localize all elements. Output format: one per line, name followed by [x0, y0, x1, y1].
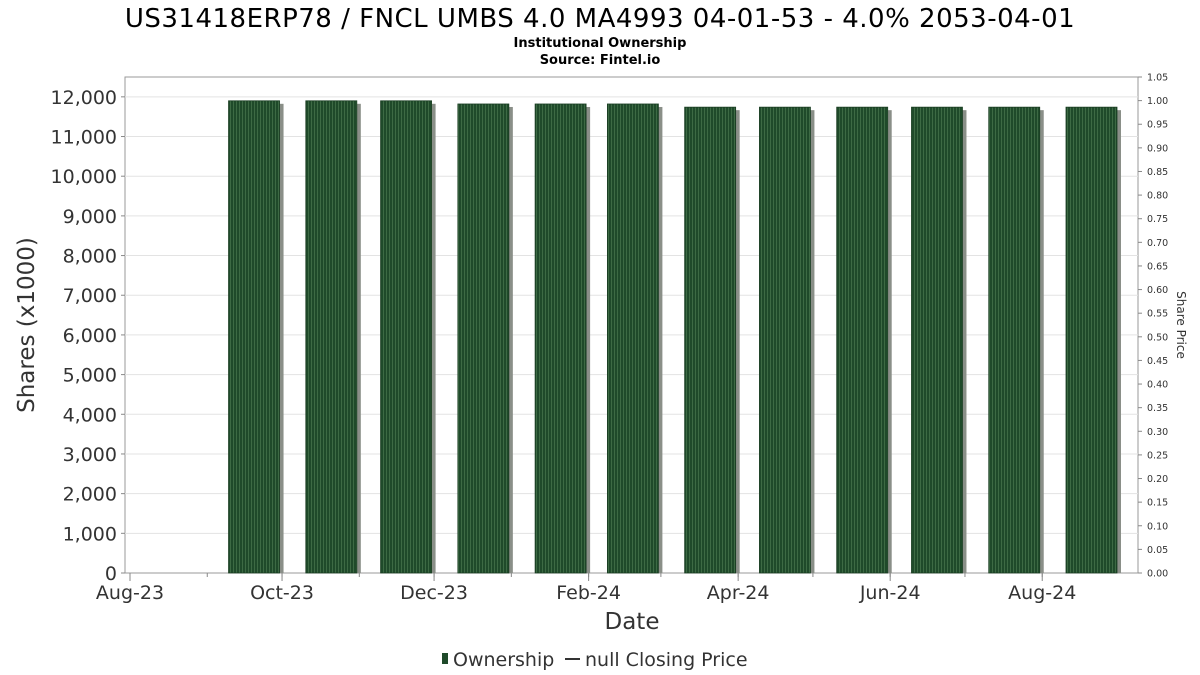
ownership-bar — [606, 103, 659, 574]
ownership-bar — [228, 100, 280, 574]
x-tick-label: Aug-23 — [96, 582, 164, 604]
ownership-bar — [457, 103, 510, 574]
y-tick-label: 7,000 — [63, 285, 117, 307]
y-axis-title: Shares (x1000) — [14, 237, 40, 413]
y2-tick-label: 0.40 — [1147, 380, 1168, 391]
legend-price-label: null Closing Price — [585, 649, 748, 671]
y-tick-label: 5,000 — [63, 365, 117, 387]
y2-axis-ticks: 0.00 0.05 0.10 0.15 0.20 0.25 0.30 0.35 0.40 0.45… — [1138, 73, 1168, 580]
x-tick-label: Oct-23 — [250, 582, 314, 604]
y2-tick-label: 0.00 — [1147, 569, 1168, 580]
ownership-bar — [534, 103, 587, 574]
ownership-bar — [911, 106, 963, 574]
y2-tick-label: 0.95 — [1147, 120, 1168, 131]
x-tick-label: Feb-24 — [556, 582, 621, 604]
y2-tick-label: 1.00 — [1147, 96, 1168, 107]
y2-tick-label: 0.10 — [1147, 521, 1168, 532]
legend-bar-swatch — [442, 653, 448, 664]
y2-tick-label: 0.60 — [1147, 285, 1168, 296]
ownership-bar — [759, 106, 811, 574]
y2-tick-label: 0.25 — [1147, 450, 1168, 461]
y2-tick-label: 0.05 — [1147, 545, 1168, 556]
y-tick-label: 9,000 — [63, 206, 117, 228]
y2-tick-label: 0.75 — [1147, 214, 1168, 225]
y2-tick-label: 0.50 — [1147, 332, 1168, 343]
chart-subtitle-source: Source: Fintel.io — [540, 53, 661, 68]
y2-tick-label: 0.15 — [1147, 498, 1168, 509]
legend: Ownership null Closing Price — [442, 649, 748, 671]
x-tick-label: Apr-24 — [707, 582, 770, 604]
y-tick-label: 12,000 — [51, 87, 117, 109]
ownership-bar — [305, 100, 358, 574]
y2-tick-label: 0.65 — [1147, 261, 1168, 272]
x-tick-label: Jun-24 — [859, 582, 921, 604]
ownership-bars — [228, 100, 1121, 574]
y-tick-label: 0 — [105, 563, 117, 585]
chart-subtitle-ownership: Institutional Ownership — [514, 36, 687, 51]
x-axis-title: Date — [605, 609, 660, 635]
y-tick-label: 11,000 — [51, 127, 117, 149]
y-tick-label: 8,000 — [63, 246, 117, 268]
ownership-bar — [684, 106, 737, 574]
y2-tick-label: 1.05 — [1147, 73, 1168, 84]
y2-tick-label: 0.85 — [1147, 167, 1168, 178]
ownership-bar — [836, 106, 889, 574]
ownership-bar — [988, 106, 1041, 574]
y2-tick-label: 0.30 — [1147, 427, 1168, 438]
x-tick-label: Aug-24 — [1008, 582, 1076, 604]
ownership-bar — [380, 100, 432, 574]
y-tick-label: 1,000 — [63, 523, 117, 545]
y2-tick-label: 0.55 — [1147, 309, 1168, 320]
y-tick-label: 2,000 — [63, 484, 117, 506]
y2-tick-label: 0.35 — [1147, 403, 1168, 414]
y2-tick-label: 0.90 — [1147, 143, 1168, 154]
y-tick-label: 4,000 — [63, 404, 117, 426]
x-tick-label: Dec-23 — [400, 582, 468, 604]
y2-tick-label: 0.45 — [1147, 356, 1168, 367]
x-axis-ticks: Aug-23 Oct-23 Dec-23 Feb-24 Apr-24 Jun-24 Aug-… — [96, 573, 1076, 604]
y2-tick-label: 0.20 — [1147, 474, 1168, 485]
y-axis-ticks: 0 1,000 2,000 3,000 4,000 5,000 6,000 7,000 8,00… — [51, 87, 125, 585]
ownership-bar — [1065, 106, 1118, 574]
y-tick-label: 3,000 — [63, 444, 117, 466]
y2-axis-title: Share Price — [1174, 291, 1188, 359]
chart-title: US31418ERP78 / FNCL UMBS 4.0 MA4993 04-0… — [125, 4, 1075, 34]
y2-tick-label: 0.80 — [1147, 191, 1168, 202]
y2-tick-label: 0.70 — [1147, 238, 1168, 249]
y-tick-label: 6,000 — [63, 325, 117, 347]
legend-ownership-label: Ownership — [453, 649, 554, 671]
y-tick-label: 10,000 — [51, 166, 117, 188]
